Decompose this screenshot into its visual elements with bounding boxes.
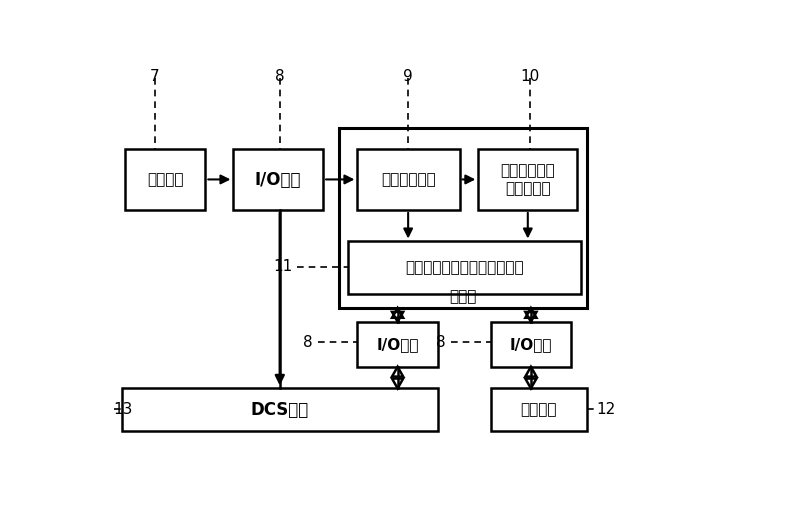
Bar bbox=[490, 388, 586, 432]
Text: 7: 7 bbox=[150, 69, 159, 84]
Bar bbox=[478, 149, 578, 210]
Text: 模型参数自适
应校正模块: 模型参数自适 应校正模块 bbox=[501, 163, 555, 196]
Bar bbox=[122, 388, 438, 432]
Text: 组分推断模块: 组分推断模块 bbox=[381, 172, 436, 187]
Bar bbox=[358, 322, 438, 367]
Text: 12: 12 bbox=[596, 402, 615, 416]
Text: 8: 8 bbox=[303, 335, 313, 350]
Text: 9: 9 bbox=[403, 69, 413, 84]
Text: 8: 8 bbox=[275, 69, 285, 84]
Text: I/O模块: I/O模块 bbox=[376, 337, 419, 352]
Text: 上位机: 上位机 bbox=[449, 290, 476, 304]
Bar bbox=[338, 128, 586, 308]
Bar bbox=[358, 149, 459, 210]
Text: I/O模块: I/O模块 bbox=[510, 337, 552, 352]
Text: 检测模块: 检测模块 bbox=[147, 172, 183, 187]
Bar bbox=[234, 149, 323, 210]
Text: 人机界面: 人机界面 bbox=[521, 403, 557, 417]
Text: DCS系统: DCS系统 bbox=[250, 401, 309, 419]
Text: 自适应非线性控制律求解模块: 自适应非线性控制律求解模块 bbox=[405, 260, 523, 275]
Text: 13: 13 bbox=[114, 402, 133, 416]
Bar bbox=[490, 322, 571, 367]
Text: 8: 8 bbox=[436, 335, 446, 350]
Text: 10: 10 bbox=[520, 69, 539, 84]
Text: 11: 11 bbox=[273, 260, 292, 274]
Bar bbox=[348, 241, 581, 294]
Text: I/O模块: I/O模块 bbox=[255, 171, 302, 189]
Bar bbox=[125, 149, 206, 210]
